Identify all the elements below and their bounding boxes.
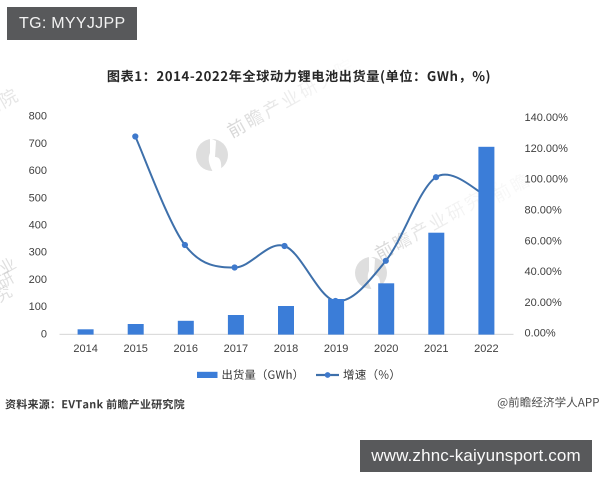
- svg-text:2020: 2020: [374, 343, 398, 355]
- svg-text:2018: 2018: [274, 343, 298, 355]
- svg-text:2019: 2019: [324, 343, 348, 355]
- svg-text:80.00%: 80.00%: [525, 205, 563, 217]
- svg-text:2017: 2017: [224, 343, 248, 355]
- svg-text:2014: 2014: [73, 343, 97, 355]
- svg-text:100: 100: [29, 301, 47, 313]
- svg-text:2015: 2015: [123, 343, 147, 355]
- svg-text:200: 200: [29, 274, 47, 286]
- svg-text:400: 400: [29, 220, 47, 232]
- svg-text:40.00%: 40.00%: [525, 266, 563, 278]
- svg-text:800: 800: [29, 111, 47, 123]
- svg-text:700: 700: [29, 138, 47, 150]
- svg-text:300: 300: [29, 247, 47, 259]
- svg-text:500: 500: [29, 192, 47, 204]
- svg-text:20.00%: 20.00%: [525, 297, 563, 309]
- svg-text:2016: 2016: [174, 343, 198, 355]
- svg-text:2022: 2022: [474, 343, 498, 355]
- svg-text:600: 600: [29, 165, 47, 177]
- svg-text:2021: 2021: [424, 343, 448, 355]
- svg-text:120.00%: 120.00%: [525, 143, 569, 155]
- svg-text:100.00%: 100.00%: [525, 174, 569, 186]
- svg-text:140.00%: 140.00%: [525, 112, 569, 124]
- svg-text:0.00%: 0.00%: [525, 328, 556, 340]
- svg-text:0: 0: [41, 328, 47, 340]
- svg-text:60.00%: 60.00%: [525, 235, 563, 247]
